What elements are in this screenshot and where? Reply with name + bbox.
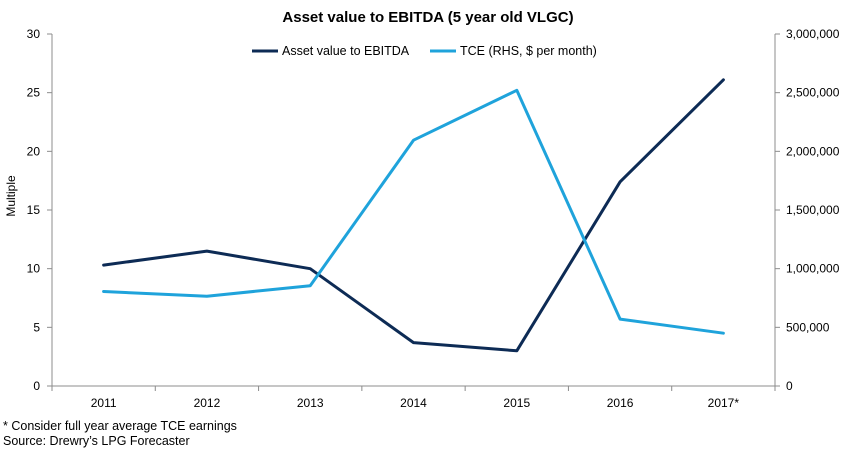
y-tick-label-left: 30 <box>27 27 41 41</box>
x-tick-label: 2014 <box>400 396 427 410</box>
y-tick-label-left: 20 <box>27 144 41 158</box>
y-tick-label-right: 1,500,000 <box>786 203 840 217</box>
y-tick-label-right: 0 <box>786 379 793 393</box>
y-tick-label-left: 5 <box>33 320 40 334</box>
footnote-tce: * Consider full year average TCE earning… <box>3 419 237 433</box>
chart-title: Asset value to EBITDA (5 year old VLGC) <box>282 9 573 26</box>
y-tick-label-right: 2,500,000 <box>786 86 840 100</box>
legend-label: TCE (RHS, $ per month) <box>460 44 597 58</box>
y-tick-label-right: 500,000 <box>786 320 830 334</box>
y-tick-label-left: 0 <box>33 379 40 393</box>
x-tick-label: 2011 <box>91 396 117 410</box>
tick-labels: 0 5 10 15 20 25 30 0 500,000 1,000,000 1,500,000 2,… <box>27 27 840 410</box>
legend: Asset value to EBITDA TCE (RHS, $ per mon… <box>252 44 597 58</box>
y-axis-label: Multiple <box>4 175 18 217</box>
x-tick-label: 2015 <box>503 396 530 410</box>
y-tick-label-left: 10 <box>27 262 41 276</box>
y-tick-label-left: 25 <box>27 86 41 100</box>
x-tick-label: 2016 <box>607 396 634 410</box>
axes <box>47 33 780 391</box>
series-lines <box>102 78 725 353</box>
series-line-tce <box>102 88 725 335</box>
series-line-asset-value-to-ebitda <box>102 78 725 353</box>
footnote-source: Source: Drewry’s LPG Forecaster <box>3 434 190 448</box>
y-tick-label-left: 15 <box>27 203 41 217</box>
y-tick-label-right: 1,000,000 <box>786 262 840 276</box>
x-tick-label: 2017* <box>708 396 740 410</box>
x-tick-label: 2012 <box>194 396 221 410</box>
y-tick-label-right: 2,000,000 <box>786 144 840 158</box>
y-tick-label-right: 3,000,000 <box>786 27 840 41</box>
legend-label: Asset value to EBITDA <box>282 44 410 58</box>
x-tick-label: 2013 <box>297 396 324 410</box>
